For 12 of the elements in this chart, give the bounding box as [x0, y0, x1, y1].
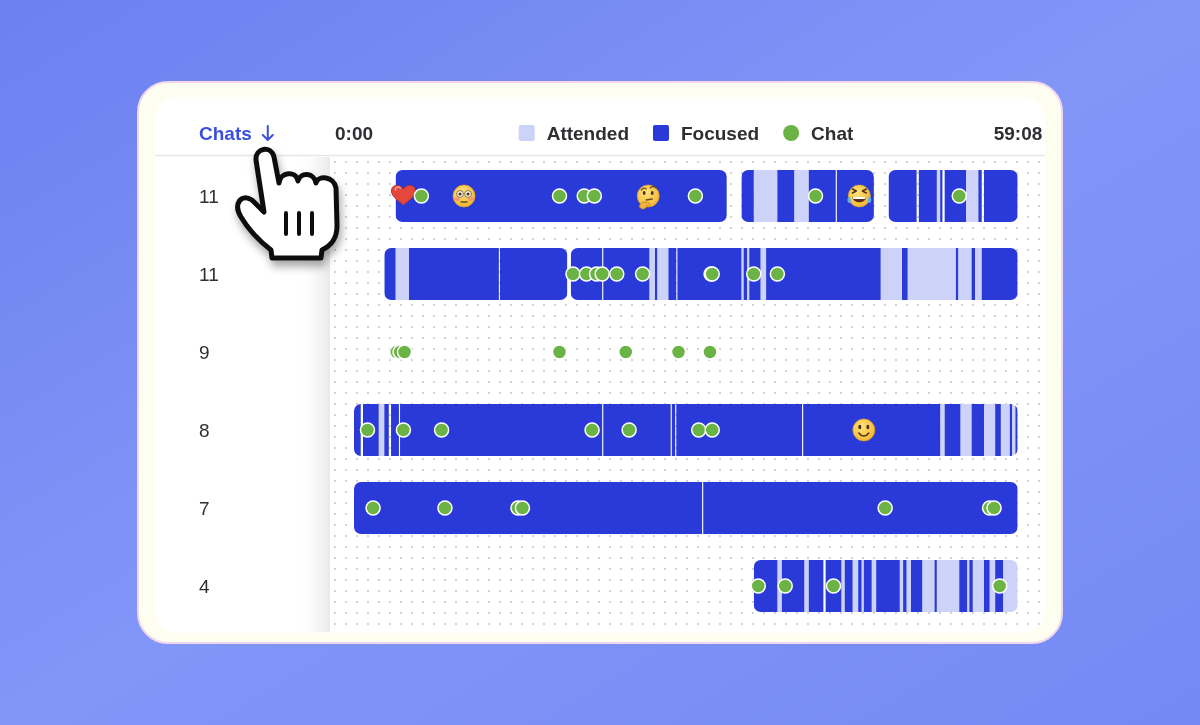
y-tick-label: 11 — [199, 263, 219, 285]
x-tick-label: 0:00 — [334, 122, 374, 144]
legend-label: Attended — [546, 122, 629, 144]
y-tick-label: 9 — [199, 341, 210, 363]
x-tick-label: 59:08 — [993, 122, 1043, 144]
legend-label: Chat — [811, 122, 855, 144]
legend-label: Focused — [680, 122, 760, 144]
y-tick-label: 11 — [199, 185, 219, 207]
y-tick-label: 7 — [199, 497, 210, 519]
y-tick-label: 4 — [199, 575, 210, 597]
y-axis-title: Chats — [199, 122, 252, 144]
y-tick-label: 8 — [199, 419, 210, 441]
